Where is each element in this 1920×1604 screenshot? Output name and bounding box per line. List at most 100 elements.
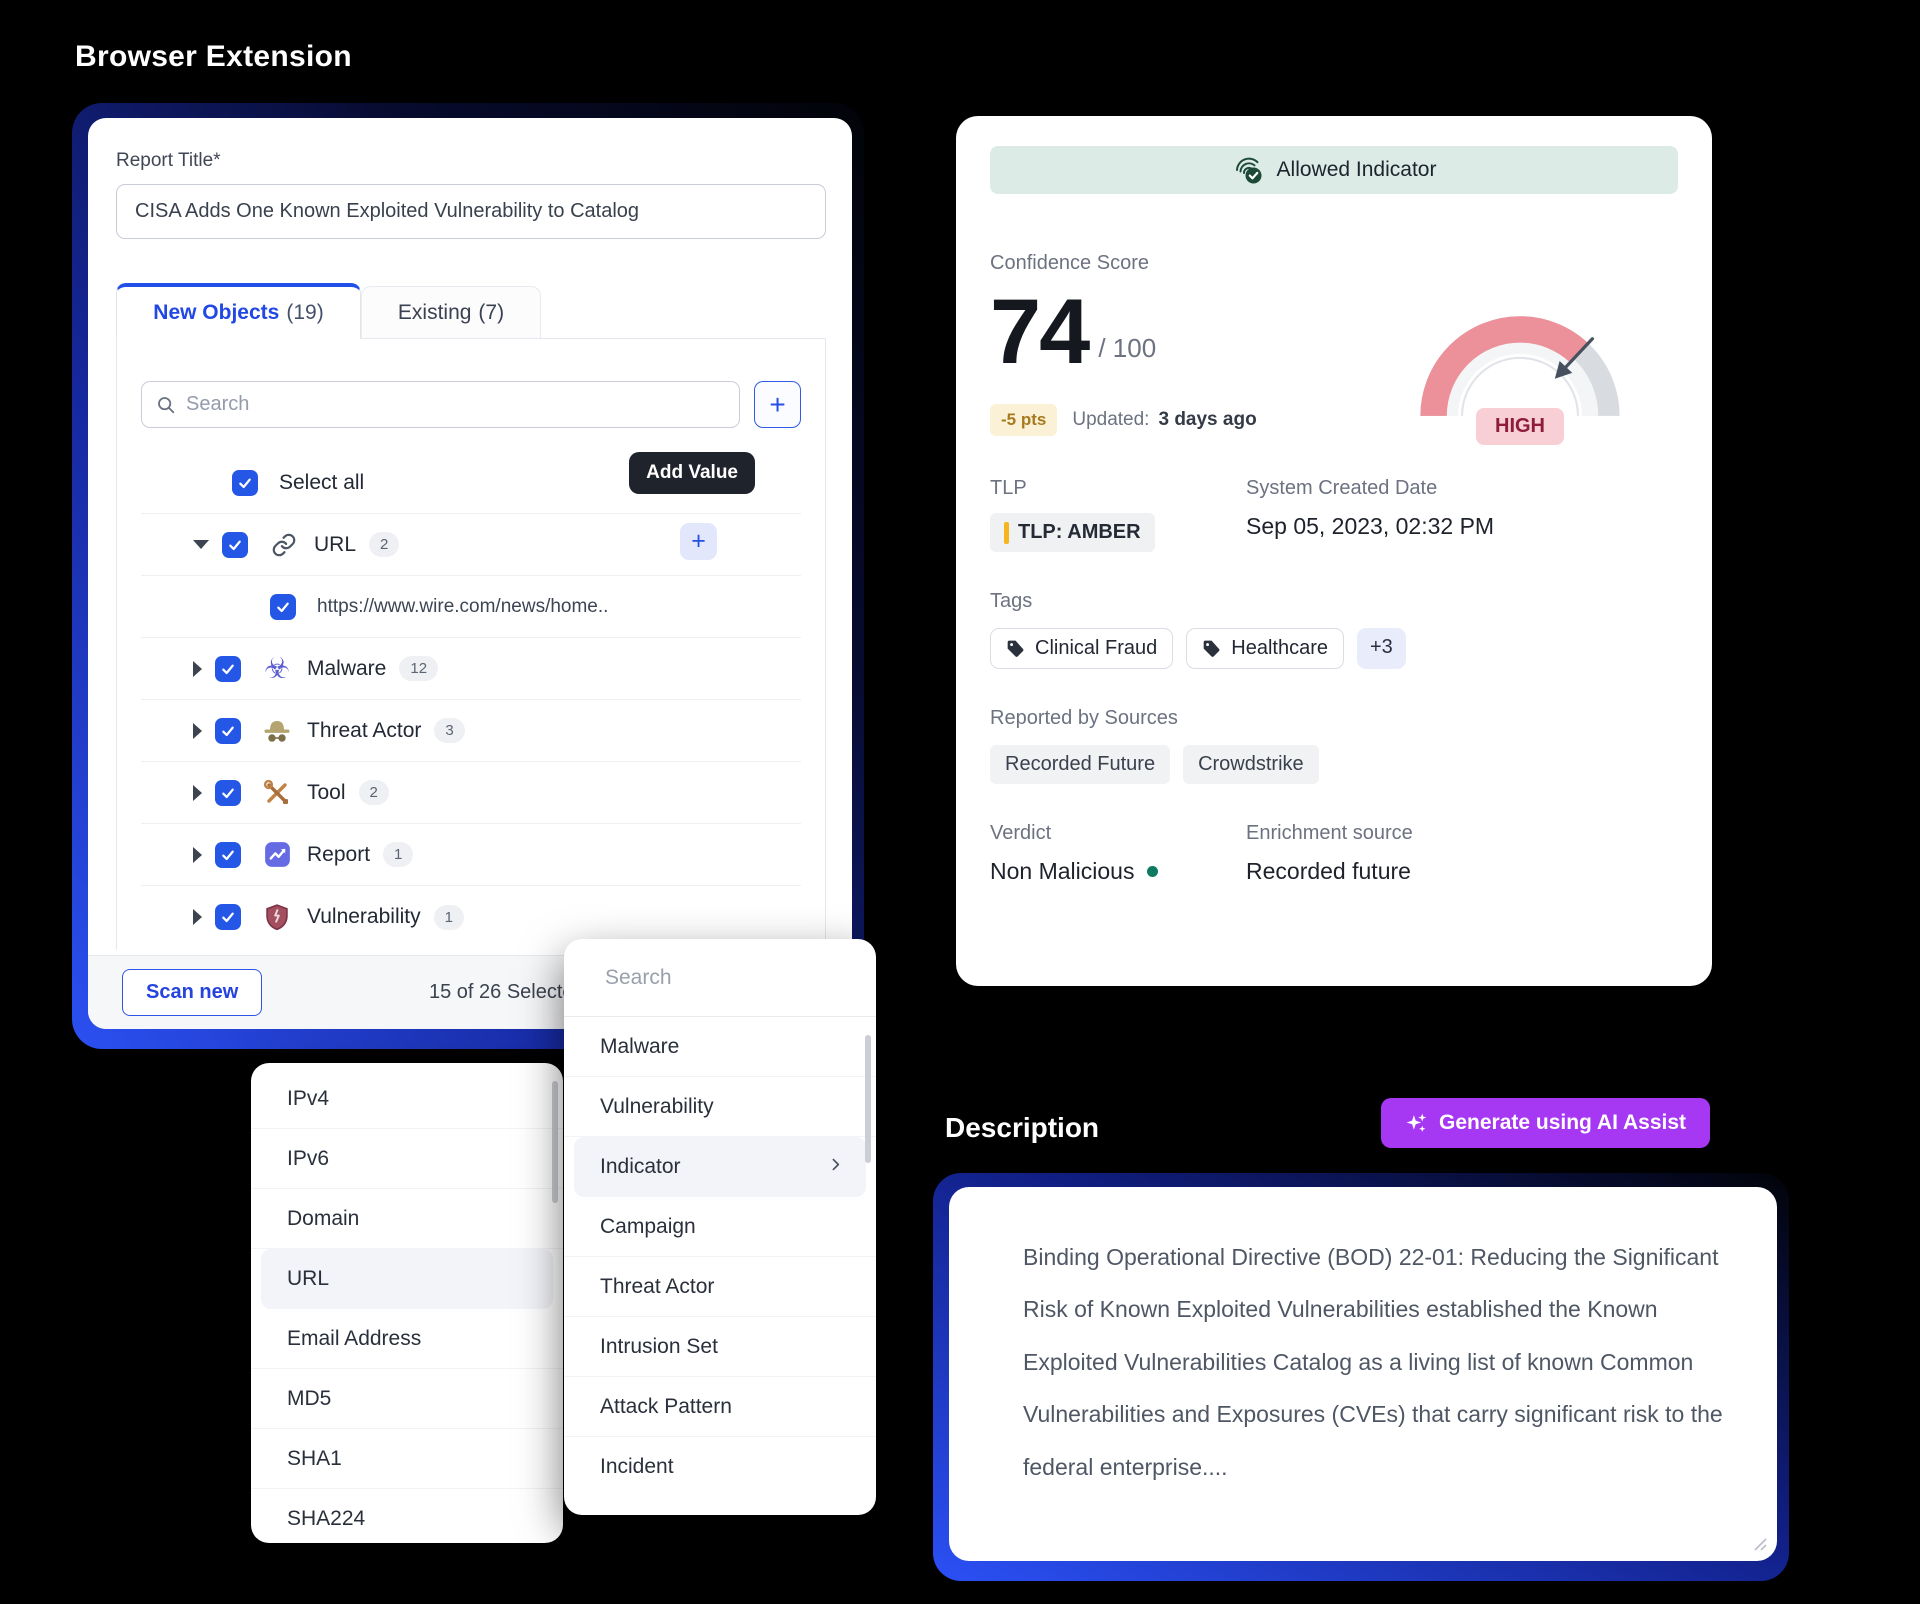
points-delta-badge: -5 pts: [990, 404, 1058, 437]
expand-caret-icon[interactable]: [193, 660, 202, 677]
menu-item-md5[interactable]: MD5: [251, 1369, 563, 1429]
report-chart-icon: [261, 841, 293, 868]
confidence-level-badge: HIGH: [1476, 408, 1564, 445]
created-date-value: Sep 05, 2023, 02:32 PM: [1246, 513, 1495, 539]
tlp-label: TLP: [990, 477, 1027, 499]
menu-item-malware[interactable]: Malware: [564, 1017, 876, 1077]
generate-ai-assist-button[interactable]: Generate using AI Assist: [1381, 1098, 1711, 1148]
vulnerability-checkbox[interactable]: [215, 904, 241, 930]
description-heading: Description: [945, 1112, 1100, 1143]
add-value-button[interactable]: +: [680, 523, 717, 560]
count-badge: 2: [369, 532, 400, 557]
url-value: https://www.wire.com/news/home..: [317, 595, 609, 617]
add-value-tooltip: Add Value: [629, 452, 755, 494]
description-text: Binding Operational Directive (BOD) 22-0…: [1023, 1244, 1723, 1480]
menu-item-vulnerability[interactable]: Vulnerability: [564, 1077, 876, 1137]
tag-icon: [1203, 640, 1220, 657]
count-badge: 2: [358, 780, 389, 805]
indicator-type-menu: IPv4 IPv6 Domain URL Email Address MD5 S…: [251, 1063, 563, 1543]
chevron-right-icon: [827, 1155, 844, 1179]
scan-new-button[interactable]: Scan new: [122, 969, 263, 1016]
tag-chip[interactable]: Healthcare: [1186, 628, 1344, 669]
menu-item-ipv6[interactable]: IPv6: [251, 1129, 563, 1189]
confidence-score-label: Confidence Score: [990, 252, 1149, 274]
expand-caret-icon[interactable]: [193, 784, 202, 801]
menu-item-incident[interactable]: Incident: [600, 1455, 674, 1478]
menu-item-email-address[interactable]: Email Address: [251, 1309, 563, 1369]
group-row-report: Report 1: [141, 824, 801, 886]
threat-actor-checkbox[interactable]: [215, 717, 241, 744]
tab-existing[interactable]: Existing (7): [361, 286, 541, 339]
select-all-checkbox[interactable]: [232, 469, 258, 496]
select-all-row: Select all: [141, 452, 801, 514]
menu-item-intrusion-set[interactable]: Intrusion Set: [564, 1317, 876, 1377]
scrollbar[interactable]: [552, 1081, 558, 1203]
tabs: New Objects (19) Existing (7): [116, 283, 826, 339]
enrichment-label: Enrichment source: [1246, 822, 1413, 844]
objects-search-input[interactable]: [186, 393, 725, 416]
page-title: Browser Extension: [75, 40, 352, 73]
tab-new-objects[interactable]: New Objects (19): [116, 283, 361, 339]
updated-label: Updated:: [1072, 409, 1150, 431]
confidence-score-block: 74 / 100 -5 pts Updated: 3 days ago: [990, 286, 1257, 443]
selection-count: 15 of 26 Selected: [429, 981, 585, 1003]
scrollbar[interactable]: [865, 1035, 871, 1163]
menu-item-domain[interactable]: Domain: [251, 1189, 563, 1249]
menu-item-sha224[interactable]: SHA224: [287, 1507, 366, 1530]
indicator-card: Allowed Indicator Confidence Score 74 / …: [956, 116, 1712, 986]
sparkles-icon: [1406, 1113, 1427, 1132]
object-type-menu: Malware Vulnerability Indicator Campaign…: [564, 939, 876, 1515]
menu-item-campaign[interactable]: Campaign: [564, 1197, 876, 1257]
tool-checkbox[interactable]: [215, 779, 241, 806]
confidence-score-max: / 100: [1098, 333, 1157, 364]
more-tags-badge[interactable]: +3: [1356, 628, 1406, 669]
link-icon: [268, 532, 300, 558]
tag-chip[interactable]: Clinical Fraud: [990, 628, 1174, 669]
objects-search: [141, 381, 740, 428]
group-row-threat-actor: Threat Actor 3: [141, 700, 801, 762]
report-checkbox[interactable]: [215, 841, 241, 868]
menu-item-attack-pattern[interactable]: Attack Pattern: [564, 1377, 876, 1437]
report-title-label: Report Title*: [116, 150, 221, 171]
count-badge: 1: [383, 842, 414, 867]
source-chip: Crowdstrike: [1183, 745, 1319, 784]
created-date-label: System Created Date: [1246, 477, 1438, 499]
tag-icon: [1007, 640, 1024, 657]
group-row-tool: Tool 2: [141, 762, 801, 824]
menu-search-input[interactable]: [605, 965, 876, 990]
add-object-button[interactable]: +: [754, 381, 801, 428]
menu-item-threat-actor[interactable]: Threat Actor: [564, 1257, 876, 1317]
enrichment-value: Recorded future: [1246, 858, 1411, 884]
confidence-gauge: HIGH: [1398, 283, 1642, 445]
select-all-label: Select all: [279, 470, 365, 494]
menu-search: [564, 939, 876, 1017]
gauge-needle: [1554, 337, 1595, 379]
expand-caret-icon[interactable]: [193, 846, 202, 863]
report-card: Report Title* New Objects (19) Existing …: [72, 103, 864, 1049]
tags-label: Tags: [990, 590, 1033, 612]
count-badge: 12: [399, 656, 439, 681]
group-row-malware: ☣ Malware 12: [141, 638, 801, 700]
search-icon: [158, 396, 175, 413]
url-value-checkbox[interactable]: [270, 593, 296, 620]
malware-checkbox[interactable]: [215, 655, 241, 682]
url-checkbox[interactable]: [222, 531, 248, 558]
menu-item-ipv4[interactable]: IPv4: [251, 1069, 563, 1129]
menu-item-sha1[interactable]: SHA1: [251, 1429, 563, 1489]
shield-crack-icon: [261, 903, 293, 931]
resize-handle-icon[interactable]: [1751, 1535, 1767, 1551]
menu-item-indicator[interactable]: Indicator: [574, 1137, 866, 1197]
expand-caret-icon[interactable]: [193, 722, 202, 739]
fingerprint-check-icon: [1235, 157, 1262, 184]
gauge-value-arc: [1420, 316, 1620, 417]
source-chip: Recorded Future: [990, 745, 1171, 784]
verdict-label: Verdict: [990, 822, 1052, 844]
allowed-indicator-banner: Allowed Indicator: [990, 146, 1678, 194]
collapse-caret-icon[interactable]: [193, 540, 209, 549]
expand-caret-icon[interactable]: [193, 909, 202, 925]
group-row-url: URL 2 Add Value +: [141, 452, 801, 576]
group-row-vulnerability: Vulnerability 1: [141, 886, 801, 948]
report-title-input[interactable]: [116, 184, 826, 239]
menu-item-url[interactable]: URL: [261, 1249, 553, 1309]
tlp-color-bar: [1004, 521, 1009, 544]
